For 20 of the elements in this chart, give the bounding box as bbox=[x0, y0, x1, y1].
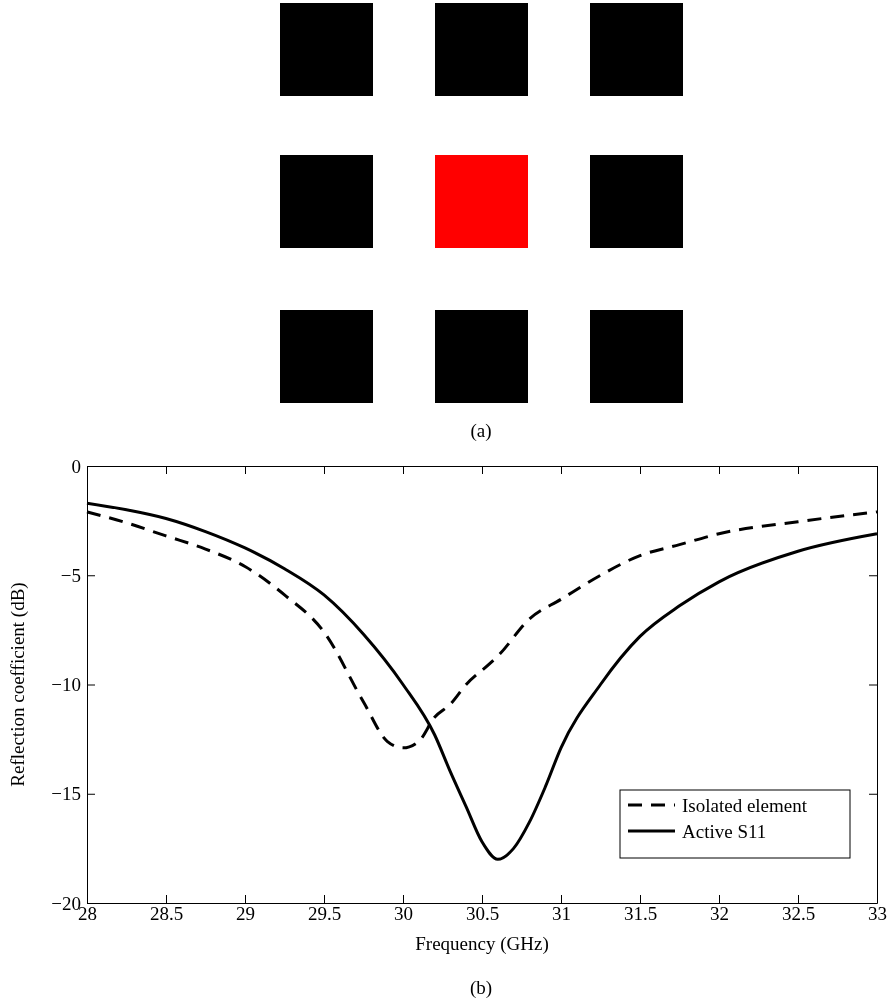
text: (a) bbox=[470, 420, 492, 442]
x-tick-label: 29.5 bbox=[307, 903, 342, 925]
x-tick-label: 31 bbox=[552, 903, 571, 925]
x-axis-title: Frequency (GHz) bbox=[415, 933, 549, 955]
y-axis-title: Reflection coefficient (dB) bbox=[7, 582, 29, 787]
text: (b) bbox=[469, 977, 493, 999]
x-tick-label: 30.5 bbox=[465, 903, 500, 925]
y-tick-label: −5 bbox=[60, 564, 81, 586]
x-tick-label: 31.5 bbox=[623, 903, 658, 925]
legend-label: Isolated element bbox=[682, 795, 808, 816]
y-tick-label: 0 bbox=[71, 455, 81, 477]
legend-label: Active S11 bbox=[682, 821, 767, 842]
y-tick-label: −10 bbox=[51, 674, 81, 696]
x-tick-label: 28.5 bbox=[149, 903, 184, 925]
x-tick-label: 32 bbox=[710, 903, 729, 925]
x-tick-label: 33 bbox=[868, 903, 887, 925]
x-tick-label: 29 bbox=[236, 903, 255, 925]
x-tick-label: 30 bbox=[394, 903, 413, 925]
y-tick-label: −15 bbox=[51, 783, 81, 805]
x-tick-label: 32.5 bbox=[781, 903, 816, 925]
